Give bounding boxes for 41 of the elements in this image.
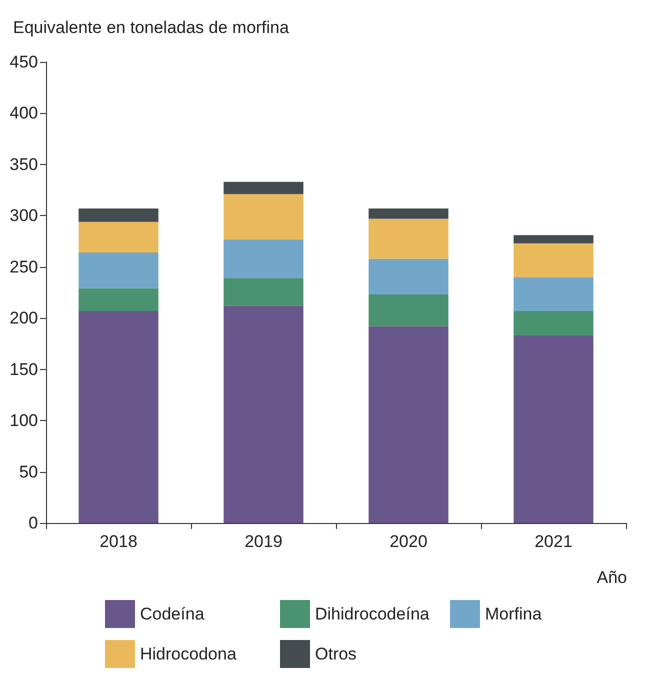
y-tick-label: 50 bbox=[19, 462, 38, 482]
bar bbox=[78, 310, 158, 523]
y-tick-label: 150 bbox=[10, 360, 38, 379]
bar bbox=[514, 277, 594, 311]
legend-label: Dihidrocodeína bbox=[315, 604, 430, 624]
y-tick-label: 300 bbox=[10, 206, 38, 226]
y-tick-label: 0 bbox=[28, 514, 38, 532]
legend-label: Otros bbox=[315, 644, 357, 664]
bar bbox=[514, 235, 594, 244]
bar bbox=[368, 294, 448, 326]
bar bbox=[514, 310, 594, 336]
y-tick-label: 100 bbox=[10, 411, 38, 430]
bar bbox=[368, 326, 448, 523]
bar bbox=[368, 218, 448, 259]
bar bbox=[78, 222, 158, 253]
x-tick-label: 2019 bbox=[244, 532, 282, 551]
bar bbox=[224, 194, 304, 240]
y-tick-label: 250 bbox=[10, 257, 38, 276]
bar bbox=[224, 306, 304, 523]
legend-label: Hidrocodona bbox=[140, 644, 237, 664]
x-tick-label: 2020 bbox=[390, 532, 428, 551]
bar bbox=[224, 239, 304, 278]
bar bbox=[78, 252, 158, 288]
legend-label: Codeína bbox=[140, 604, 205, 624]
bar bbox=[224, 182, 304, 194]
bar bbox=[514, 336, 594, 523]
y-tick-label: 400 bbox=[10, 104, 38, 123]
legend-label: Morfina bbox=[485, 604, 542, 624]
bar bbox=[78, 208, 158, 222]
y-axis-title: Equivalente en toneladas de morfina bbox=[13, 18, 290, 37]
bar bbox=[368, 258, 448, 295]
y-tick-label: 200 bbox=[10, 308, 38, 328]
x-tick-label: 2018 bbox=[100, 532, 138, 551]
y-tick-label: 350 bbox=[10, 154, 38, 174]
bar bbox=[514, 243, 594, 278]
x-tick-label: 2021 bbox=[534, 532, 572, 551]
bar bbox=[224, 278, 304, 306]
x-axis-title: Año bbox=[596, 568, 627, 587]
bar bbox=[78, 288, 158, 311]
y-tick-label: 450 bbox=[10, 52, 38, 72]
bar bbox=[368, 208, 448, 219]
